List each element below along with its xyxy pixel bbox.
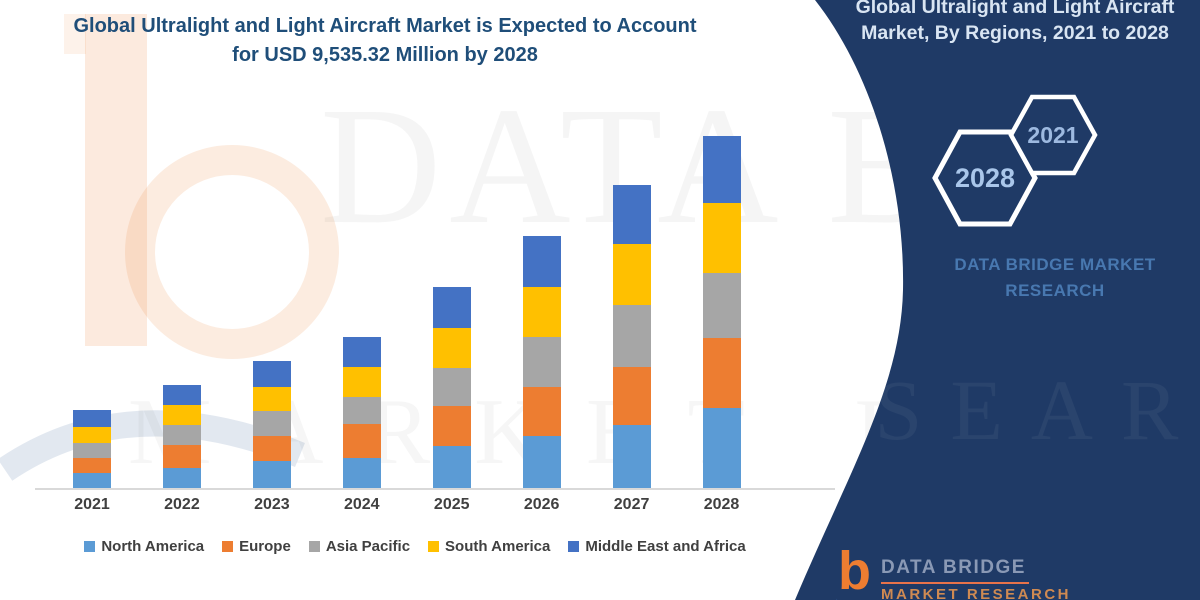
bar-2025: [432, 286, 471, 488]
bar-segment-2028-north-america: [702, 408, 741, 488]
side-panel-background: [795, 0, 1200, 600]
bar-segment-2024-north-america: [342, 457, 381, 488]
x-axis-label-2027: 2027: [613, 496, 650, 513]
brand-name: DATA BRIDGE MARKET RESEARCH: [954, 255, 1156, 301]
chart-title: Global Ultralight and Light Aircraft Mar…: [73, 15, 697, 66]
legend-label: South America: [445, 538, 551, 555]
x-axis-label-2028: 2028: [703, 496, 740, 513]
legend-swatch: [84, 541, 96, 552]
bar-2023: [252, 361, 291, 488]
plot-area: [35, 136, 835, 490]
bar-segment-2026-north-america: [522, 435, 561, 488]
x-axis-labels: 2021 2022 2023 2024 2025 2026 2027 2028: [35, 488, 835, 518]
bar-segment-2027-europe: [612, 367, 651, 426]
panel-watermark-fragment: ESEARCH: [794, 362, 1200, 458]
bar-segment-2025-south-america: [432, 327, 471, 369]
bar-segment-2022-south-america: [162, 405, 201, 426]
bar-segment-2021-middle-east-and-africa: [73, 410, 111, 427]
bar-segment-2023-south-america: [252, 387, 291, 412]
bar-segment-2027-middle-east-and-africa: [612, 185, 651, 245]
bar-segment-2026-south-america: [522, 286, 561, 337]
bar-segment-2022-europe: [162, 445, 201, 468]
bar-segment-2028-middle-east-and-africa: [702, 136, 741, 203]
legend-label: Asia Pacific: [325, 538, 411, 555]
bar-2021: [73, 410, 111, 488]
x-axis-label-2024: 2024: [343, 496, 380, 513]
bar-segment-2027-north-america: [612, 425, 651, 488]
bar-segment-2024-south-america: [342, 366, 381, 398]
logo-swoosh-icon: [836, 589, 886, 600]
bar-segment-2021-europe: [73, 457, 111, 473]
x-axis-label-2022: 2022: [164, 496, 200, 513]
legend-item-south-america: South America: [428, 538, 550, 555]
bar-segment-2021-asia-pacific: [73, 442, 111, 458]
x-axis-label-2026: 2026: [523, 496, 560, 513]
legend-swatch: [568, 541, 580, 552]
bar-2024: [342, 337, 381, 488]
footer-logo: b DATA BRIDGE MARKET RESEARCH: [838, 544, 1071, 600]
bar-segment-2028-europe: [702, 338, 741, 409]
bar-2026: [522, 236, 561, 488]
legend-label: North America: [101, 538, 205, 555]
bar-segment-2022-middle-east-and-africa: [162, 385, 201, 406]
bar-segment-2025-asia-pacific: [432, 368, 471, 407]
bar-segment-2028-asia-pacific: [702, 273, 741, 339]
legend-item-middle-east-and-africa: Middle East and Africa: [568, 538, 746, 555]
bar-segment-2028-south-america: [702, 202, 741, 274]
bar-segment-2023-middle-east-and-africa: [252, 361, 291, 388]
bar-segment-2026-middle-east-and-africa: [522, 236, 561, 287]
side-panel-title: Global Ultralight and Light Aircraft Mar…: [855, 0, 1175, 45]
bar-segment-2023-asia-pacific: [252, 411, 291, 437]
legend-item-north-america: North America: [84, 538, 204, 555]
hexagon-2021-label: 2021: [1027, 122, 1078, 148]
bar-segment-2027-asia-pacific: [612, 305, 651, 368]
bar-segment-2026-asia-pacific: [522, 336, 561, 387]
bar-segment-2021-south-america: [73, 426, 111, 443]
legend-swatch: [222, 541, 234, 552]
hexagon-2021: [1008, 94, 1098, 176]
bar-2027: [612, 185, 651, 488]
bar-segment-2023-north-america: [252, 461, 291, 488]
bar-segment-2025-europe: [432, 406, 471, 446]
footer-logo-underline: [881, 582, 1029, 584]
legend-swatch: [308, 541, 320, 552]
footer-logo-icon-wrap: b: [838, 544, 871, 598]
footer-logo-text: DATA BRIDGE MARKET RESEARCH: [881, 557, 1071, 600]
bar-segment-2024-asia-pacific: [342, 397, 381, 424]
legend-swatch: [428, 541, 440, 552]
hexagon-2028: [932, 129, 1038, 227]
legend-label: Middle East and Africa: [585, 538, 746, 555]
bar-2028: [702, 136, 741, 488]
hexagon-2028-label: 2028: [955, 163, 1015, 193]
legend-item-asia-pacific: Asia Pacific: [308, 538, 411, 555]
bar-segment-2026-europe: [522, 386, 561, 436]
footer-logo-subtitle: MARKET RESEARCH: [881, 586, 1072, 600]
footer-logo-brand: DATA BRIDGE: [881, 557, 1026, 578]
x-axis-label-2023: 2023: [254, 496, 290, 513]
bar-segment-2023-europe: [252, 436, 291, 462]
bar-segment-2024-middle-east-and-africa: [342, 337, 381, 367]
bar-segment-2025-north-america: [432, 445, 471, 488]
bar-segment-2021-north-america: [73, 472, 111, 488]
bar-segment-2022-asia-pacific: [162, 425, 201, 446]
hexagon-graphic: 2028 2021: [932, 94, 1098, 227]
x-axis-label-2025: 2025: [433, 496, 470, 513]
legend: North America Europe Asia Pacific South Ame…: [0, 538, 830, 555]
bar-2022: [162, 385, 201, 488]
x-axis-label-2021: 2021: [74, 496, 110, 513]
bar-segment-2027-south-america: [612, 244, 651, 306]
legend-label: Europe: [239, 538, 291, 555]
bar-segment-2025-middle-east-and-africa: [432, 286, 471, 328]
side-panel: ESEARCH Global Ultralight and Light Airc…: [780, 0, 1200, 600]
bar-segment-2022-north-america: [162, 467, 201, 488]
legend-item-europe: Europe: [222, 538, 291, 555]
bar-chart: 2021 2022 2023 2024 2025 2026 2027 2028: [35, 136, 835, 513]
bar-segment-2024-europe: [342, 423, 381, 458]
